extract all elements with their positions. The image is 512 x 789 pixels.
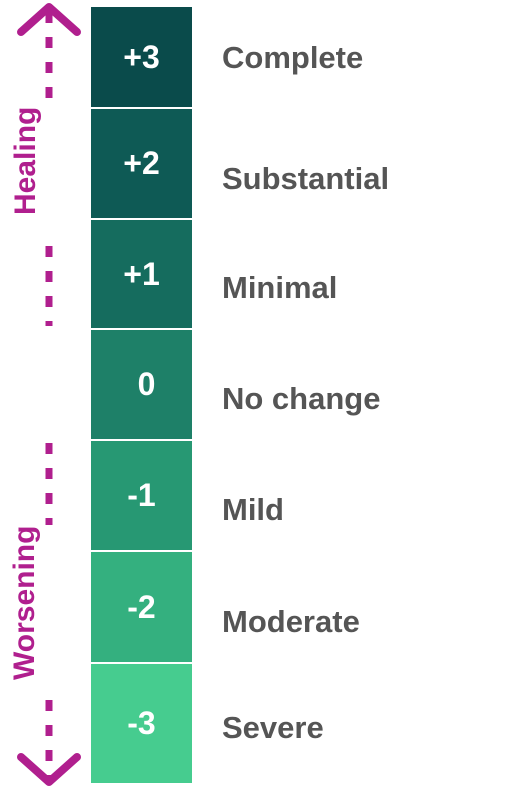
scale-cell-plus-2: +2: [91, 109, 192, 220]
scale-cell-minus-1: -1: [91, 441, 192, 552]
up-arrowhead-icon: [17, 3, 81, 36]
scale-cell-minus-3: -3: [91, 664, 192, 783]
label-substantial: Substantial: [222, 160, 390, 196]
label-mild: Mild: [222, 491, 284, 527]
scale-labels: Complete Substantial Minimal No change M…: [222, 7, 389, 779]
healing-label: Healing: [9, 106, 42, 215]
worsening-label: Worsening: [8, 525, 41, 680]
scale-cell-zero: 0: [91, 330, 192, 441]
scale-cell-plus-1: +1: [91, 220, 192, 330]
label-severe: Severe: [222, 710, 324, 745]
scale-cell-minus-2: -2: [91, 552, 192, 664]
label-no-change: No change: [222, 380, 381, 416]
label-moderate: Moderate: [222, 603, 360, 639]
scale-cell-plus-3: +3: [91, 7, 192, 109]
label-complete: Complete: [222, 40, 364, 75]
down-arrowhead-icon: [17, 753, 81, 786]
score-scale: +3 +2 +1 0 -1 -2 -3: [91, 7, 192, 783]
label-minimal: Minimal: [222, 270, 338, 305]
